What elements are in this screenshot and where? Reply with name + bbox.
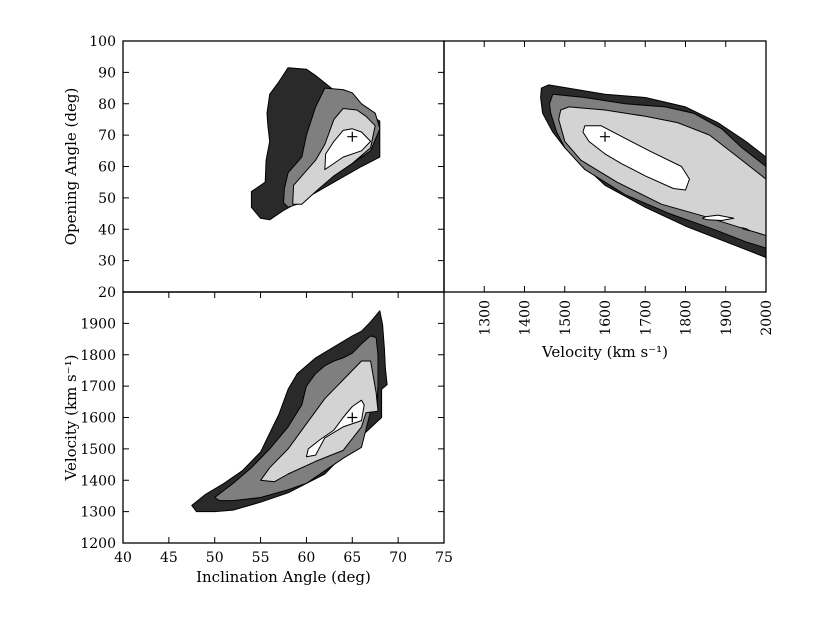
- y-tick-label: 50: [98, 191, 116, 207]
- x-tick-label: 1400: [518, 300, 534, 336]
- contour-level-4: [582, 125, 690, 191]
- x-tick-label: 1600: [598, 300, 614, 336]
- x-tick-label: 1700: [638, 300, 654, 336]
- y-tick-label: 80: [98, 97, 116, 113]
- x-tick-label: 1900: [719, 300, 735, 336]
- y-axis-title: Velocity (km s⁻¹): [62, 354, 80, 481]
- x-axis-title: Inclination Angle (deg): [196, 568, 371, 586]
- panel-bottom-left: 40 45 50 55 60 65 70 75 1200 1300 1400 1500 1600 1700…: [62, 291, 453, 586]
- y-tick-label: 1500: [80, 442, 116, 458]
- y-tick-label: 70: [98, 128, 116, 144]
- contour-level-4: [324, 128, 372, 171]
- x-tick-label: 45: [160, 550, 178, 566]
- contour-level-5: [701, 214, 735, 221]
- y-tick-label: 30: [98, 254, 116, 270]
- x-tick-label: 1800: [679, 300, 695, 336]
- panel-top-left: 20 30 40 50 60 70 80 90 100 Opening Angle (deg): [62, 34, 445, 301]
- contour-level-6: [741, 227, 751, 232]
- y-tick-label: 1700: [80, 379, 116, 395]
- contour-level-3: [260, 360, 379, 483]
- x-tick-label: 75: [435, 550, 453, 566]
- contour-layers: [191, 310, 388, 513]
- contour-layers: [540, 84, 766, 258]
- x-tick-label: 65: [343, 550, 361, 566]
- x-tick-label: 55: [252, 550, 270, 566]
- best-fit-marker: [600, 131, 610, 142]
- tick-marks: [483, 41, 767, 292]
- x-tick-label: 1500: [558, 300, 574, 336]
- y-tick-label: 1200: [80, 536, 116, 552]
- x-tick-label: 2000: [759, 300, 775, 336]
- best-fit-marker: [347, 412, 358, 423]
- x-tick-label: 70: [389, 550, 407, 566]
- x-tick-label: 60: [298, 550, 316, 566]
- y-tick-label: 60: [98, 160, 116, 176]
- y-tick-label: 20: [98, 285, 116, 301]
- y-tick-label: 100: [89, 34, 116, 50]
- x-tick-label: 40: [114, 550, 132, 566]
- contour-panels: 20 30 40 50 60 70 80 90 100 Opening Angle (deg) 13…: [62, 34, 775, 586]
- contour-level-4: [305, 399, 365, 458]
- y-tick-label: 40: [98, 222, 116, 238]
- contour-level-2: [214, 335, 379, 502]
- y-tick-label: 1300: [80, 505, 116, 521]
- x-tick-label: 50: [206, 550, 224, 566]
- best-fit-marker: [347, 131, 358, 142]
- x-tick-label: 1300: [477, 300, 493, 336]
- y-tick-label: 1900: [80, 316, 116, 332]
- x-axis-title: Velocity (km s⁻¹): [541, 343, 668, 361]
- panel-top-right: 1300 1400 1500 1600 1700 1800 1900 2000 Velocity…: [443, 40, 775, 361]
- y-tick-label: 90: [98, 65, 116, 81]
- y-axis-title: Opening Angle (deg): [62, 88, 80, 246]
- y-tick-label: 1400: [80, 473, 116, 489]
- contour-layers: [250, 67, 381, 221]
- tick-marks: [122, 292, 445, 544]
- y-tick-label: 1800: [80, 348, 116, 364]
- y-tick-label: 1600: [80, 411, 116, 427]
